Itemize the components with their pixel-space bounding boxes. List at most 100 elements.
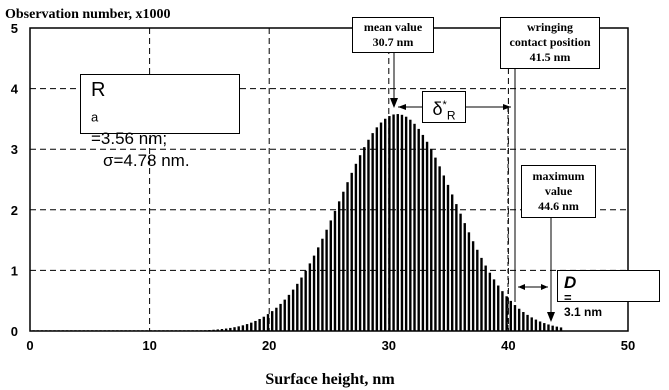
histogram-bar xyxy=(396,114,399,331)
histogram-bar xyxy=(287,294,291,331)
histogram-bar xyxy=(325,229,328,331)
histogram-bar xyxy=(279,303,282,331)
plot-border xyxy=(29,27,629,332)
histogram-bar xyxy=(455,204,458,331)
histogram-bar xyxy=(254,320,257,331)
histogram-bar xyxy=(413,123,416,331)
histogram-bar xyxy=(296,283,299,331)
delta-r-box: δ*R xyxy=(422,91,466,123)
histogram-bar xyxy=(484,265,487,331)
y-tick-label: 5 xyxy=(11,21,18,36)
mean-label: mean value xyxy=(363,20,423,34)
delta-arrowhead-left xyxy=(398,104,406,110)
histogram-bar xyxy=(258,318,261,331)
d-arrowhead-right xyxy=(541,284,548,290)
histogram-bar xyxy=(417,128,420,331)
histogram-bar xyxy=(250,322,253,331)
delta-arrowhead-right xyxy=(503,104,511,110)
histogram-bar xyxy=(333,210,337,331)
histogram-bar xyxy=(308,263,312,331)
histogram-bar xyxy=(505,296,508,331)
x-tick-label: 0 xyxy=(26,338,33,353)
histogram-bar xyxy=(367,139,370,331)
histogram-bar xyxy=(404,116,408,331)
histogram-bar xyxy=(480,257,483,331)
tick-labels: 0 10 20 30 40 50 0 1 2 3 4 5 xyxy=(11,21,635,353)
histogram-bar xyxy=(358,155,362,331)
histogram-bar xyxy=(350,172,353,331)
histogram-bar xyxy=(270,311,274,331)
histogram-bar xyxy=(434,157,437,331)
histogram-bar xyxy=(538,321,542,331)
histogram-bar xyxy=(497,285,500,331)
histogram-bar xyxy=(371,133,374,331)
wringing-label-2: contact position xyxy=(509,35,591,49)
histogram-bar xyxy=(266,314,270,331)
histogram-bar xyxy=(555,326,559,331)
histogram-bar xyxy=(534,319,538,331)
histogram-bar xyxy=(467,232,471,331)
x-tick-label: 50 xyxy=(621,338,635,353)
wringing-label-1: wringing xyxy=(526,20,573,34)
maximum-label-2: value xyxy=(544,184,573,198)
histogram-bar xyxy=(492,279,496,331)
histogram-bar xyxy=(379,122,383,331)
histogram-bar xyxy=(342,191,345,331)
histogram-bar xyxy=(442,175,446,331)
maximum-value: 44.6 nm xyxy=(538,199,579,213)
x-tick-label: 20 xyxy=(262,338,276,353)
histogram-bar xyxy=(392,114,395,332)
plot-frame xyxy=(29,27,629,332)
histogram-bar xyxy=(283,299,286,331)
histogram-bar xyxy=(375,127,379,332)
histogram-bar xyxy=(388,116,391,331)
histogram-bar xyxy=(559,327,563,331)
histogram-bar xyxy=(220,329,224,331)
histogram-bar xyxy=(400,114,404,332)
y-axis-title: Observation number, x1000 xyxy=(5,7,171,22)
histogram-bar xyxy=(438,166,441,331)
histogram-bar xyxy=(421,134,425,331)
histogram-bar xyxy=(346,182,349,331)
histogram-bar xyxy=(430,149,433,331)
wringing-box: wringing contact position 41.5 nm xyxy=(500,17,600,69)
histogram-bar xyxy=(354,163,358,331)
histogram-bar xyxy=(224,328,228,331)
histogram-bar xyxy=(526,314,529,331)
histogram-bar xyxy=(237,326,240,331)
mean-value-box: mean value 30.7 nm xyxy=(352,17,434,53)
histogram-bar xyxy=(459,213,462,331)
histogram-bar xyxy=(229,327,232,331)
histogram-bar xyxy=(463,223,466,331)
histogram-bar xyxy=(233,327,236,331)
wringing-value: 41.5 nm xyxy=(529,50,571,64)
maximum-arrowhead xyxy=(547,312,555,322)
y-tick-label: 0 xyxy=(11,324,18,339)
histogram-bar xyxy=(522,312,525,331)
y-tick-label: 1 xyxy=(11,263,18,278)
histogram-bar xyxy=(409,119,412,331)
histogram-bar xyxy=(501,291,504,331)
histogram-bar xyxy=(450,194,454,331)
x-tick-label: 40 xyxy=(501,338,515,353)
x-tick-label: 30 xyxy=(382,338,396,353)
histogram-bar xyxy=(304,270,307,331)
histogram-bar xyxy=(317,247,320,331)
histogram-bar xyxy=(476,249,479,331)
y-tick-label: 3 xyxy=(11,142,18,157)
sigma-annotation: σ=4.78 nm. xyxy=(103,151,190,171)
histogram-bar xyxy=(488,272,492,331)
histogram-bar xyxy=(551,325,554,331)
histogram-bar xyxy=(471,241,475,331)
histogram-bar xyxy=(216,329,219,331)
histogram-bar xyxy=(530,317,533,331)
histogram-bar xyxy=(509,300,512,331)
x-tick-label: 10 xyxy=(142,338,156,353)
y-tick-label: 2 xyxy=(11,203,18,218)
histogram-bar xyxy=(517,308,521,331)
d-annotation: D = 3.1 nm xyxy=(564,273,603,319)
maximum-box: maximum value 44.6 nm xyxy=(521,165,596,218)
